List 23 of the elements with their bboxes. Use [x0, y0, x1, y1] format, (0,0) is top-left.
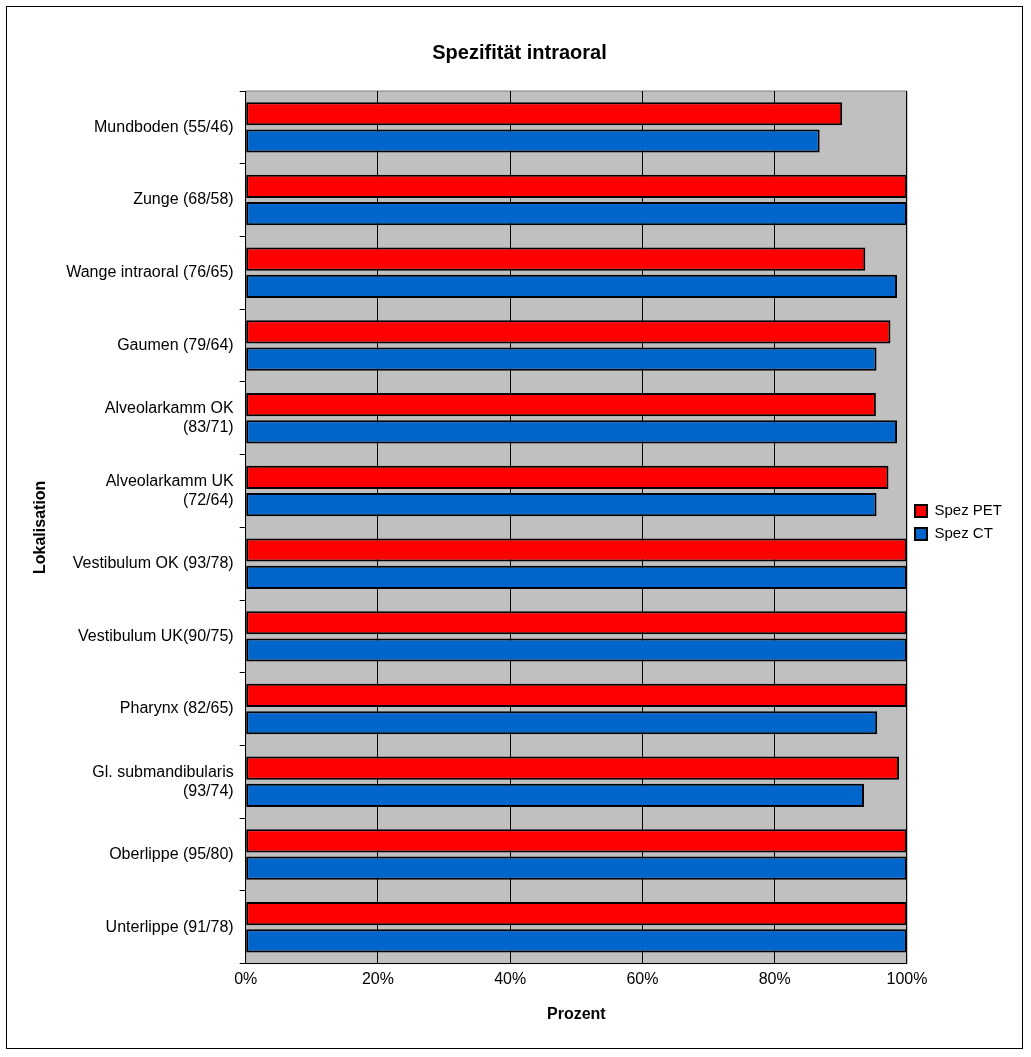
x-tick-label: 60% — [626, 969, 659, 987]
y-tick-label: Alveolarkamm UK (72/64) — [105, 471, 235, 508]
y-tick-label: Gl. submandibularis (93/74) — [92, 762, 234, 799]
x-tick-label: 80% — [758, 969, 791, 987]
y-axis-title: Lokalisation — [31, 480, 49, 574]
x-tick-label: 100% — [886, 969, 928, 987]
y-tick-label: Alveolarkamm OK (83/71) — [104, 399, 235, 436]
y-tick-label: Oberlippe (95/80) — [109, 844, 234, 862]
x-axis-title: Prozent — [547, 1004, 607, 1022]
legend-label: Spez CT — [934, 524, 993, 542]
x-tick-label: 20% — [361, 969, 394, 987]
y-tick-label: Unterlippe (91/78) — [105, 917, 234, 935]
y-tick-label: Wange intraoral (76/65) — [66, 263, 234, 281]
y-tick-label: Gaumen (79/64) — [117, 335, 234, 353]
y-tick-label: Vestibulum OK (93/78) — [72, 554, 234, 572]
y-tick-label: Mundboden (55/46) — [94, 117, 234, 135]
x-tick-label: 0% — [234, 969, 258, 987]
y-tick-label: Zunge (68/58) — [133, 190, 234, 208]
legend-label: Spez PET — [934, 501, 1002, 519]
chart-title: Spezifität intraoral — [432, 40, 607, 63]
y-tick-label: Vestibulum UK(90/75) — [78, 626, 234, 644]
y-tick-label: Pharynx (82/65) — [119, 699, 234, 717]
x-tick-label: 40% — [494, 969, 527, 987]
